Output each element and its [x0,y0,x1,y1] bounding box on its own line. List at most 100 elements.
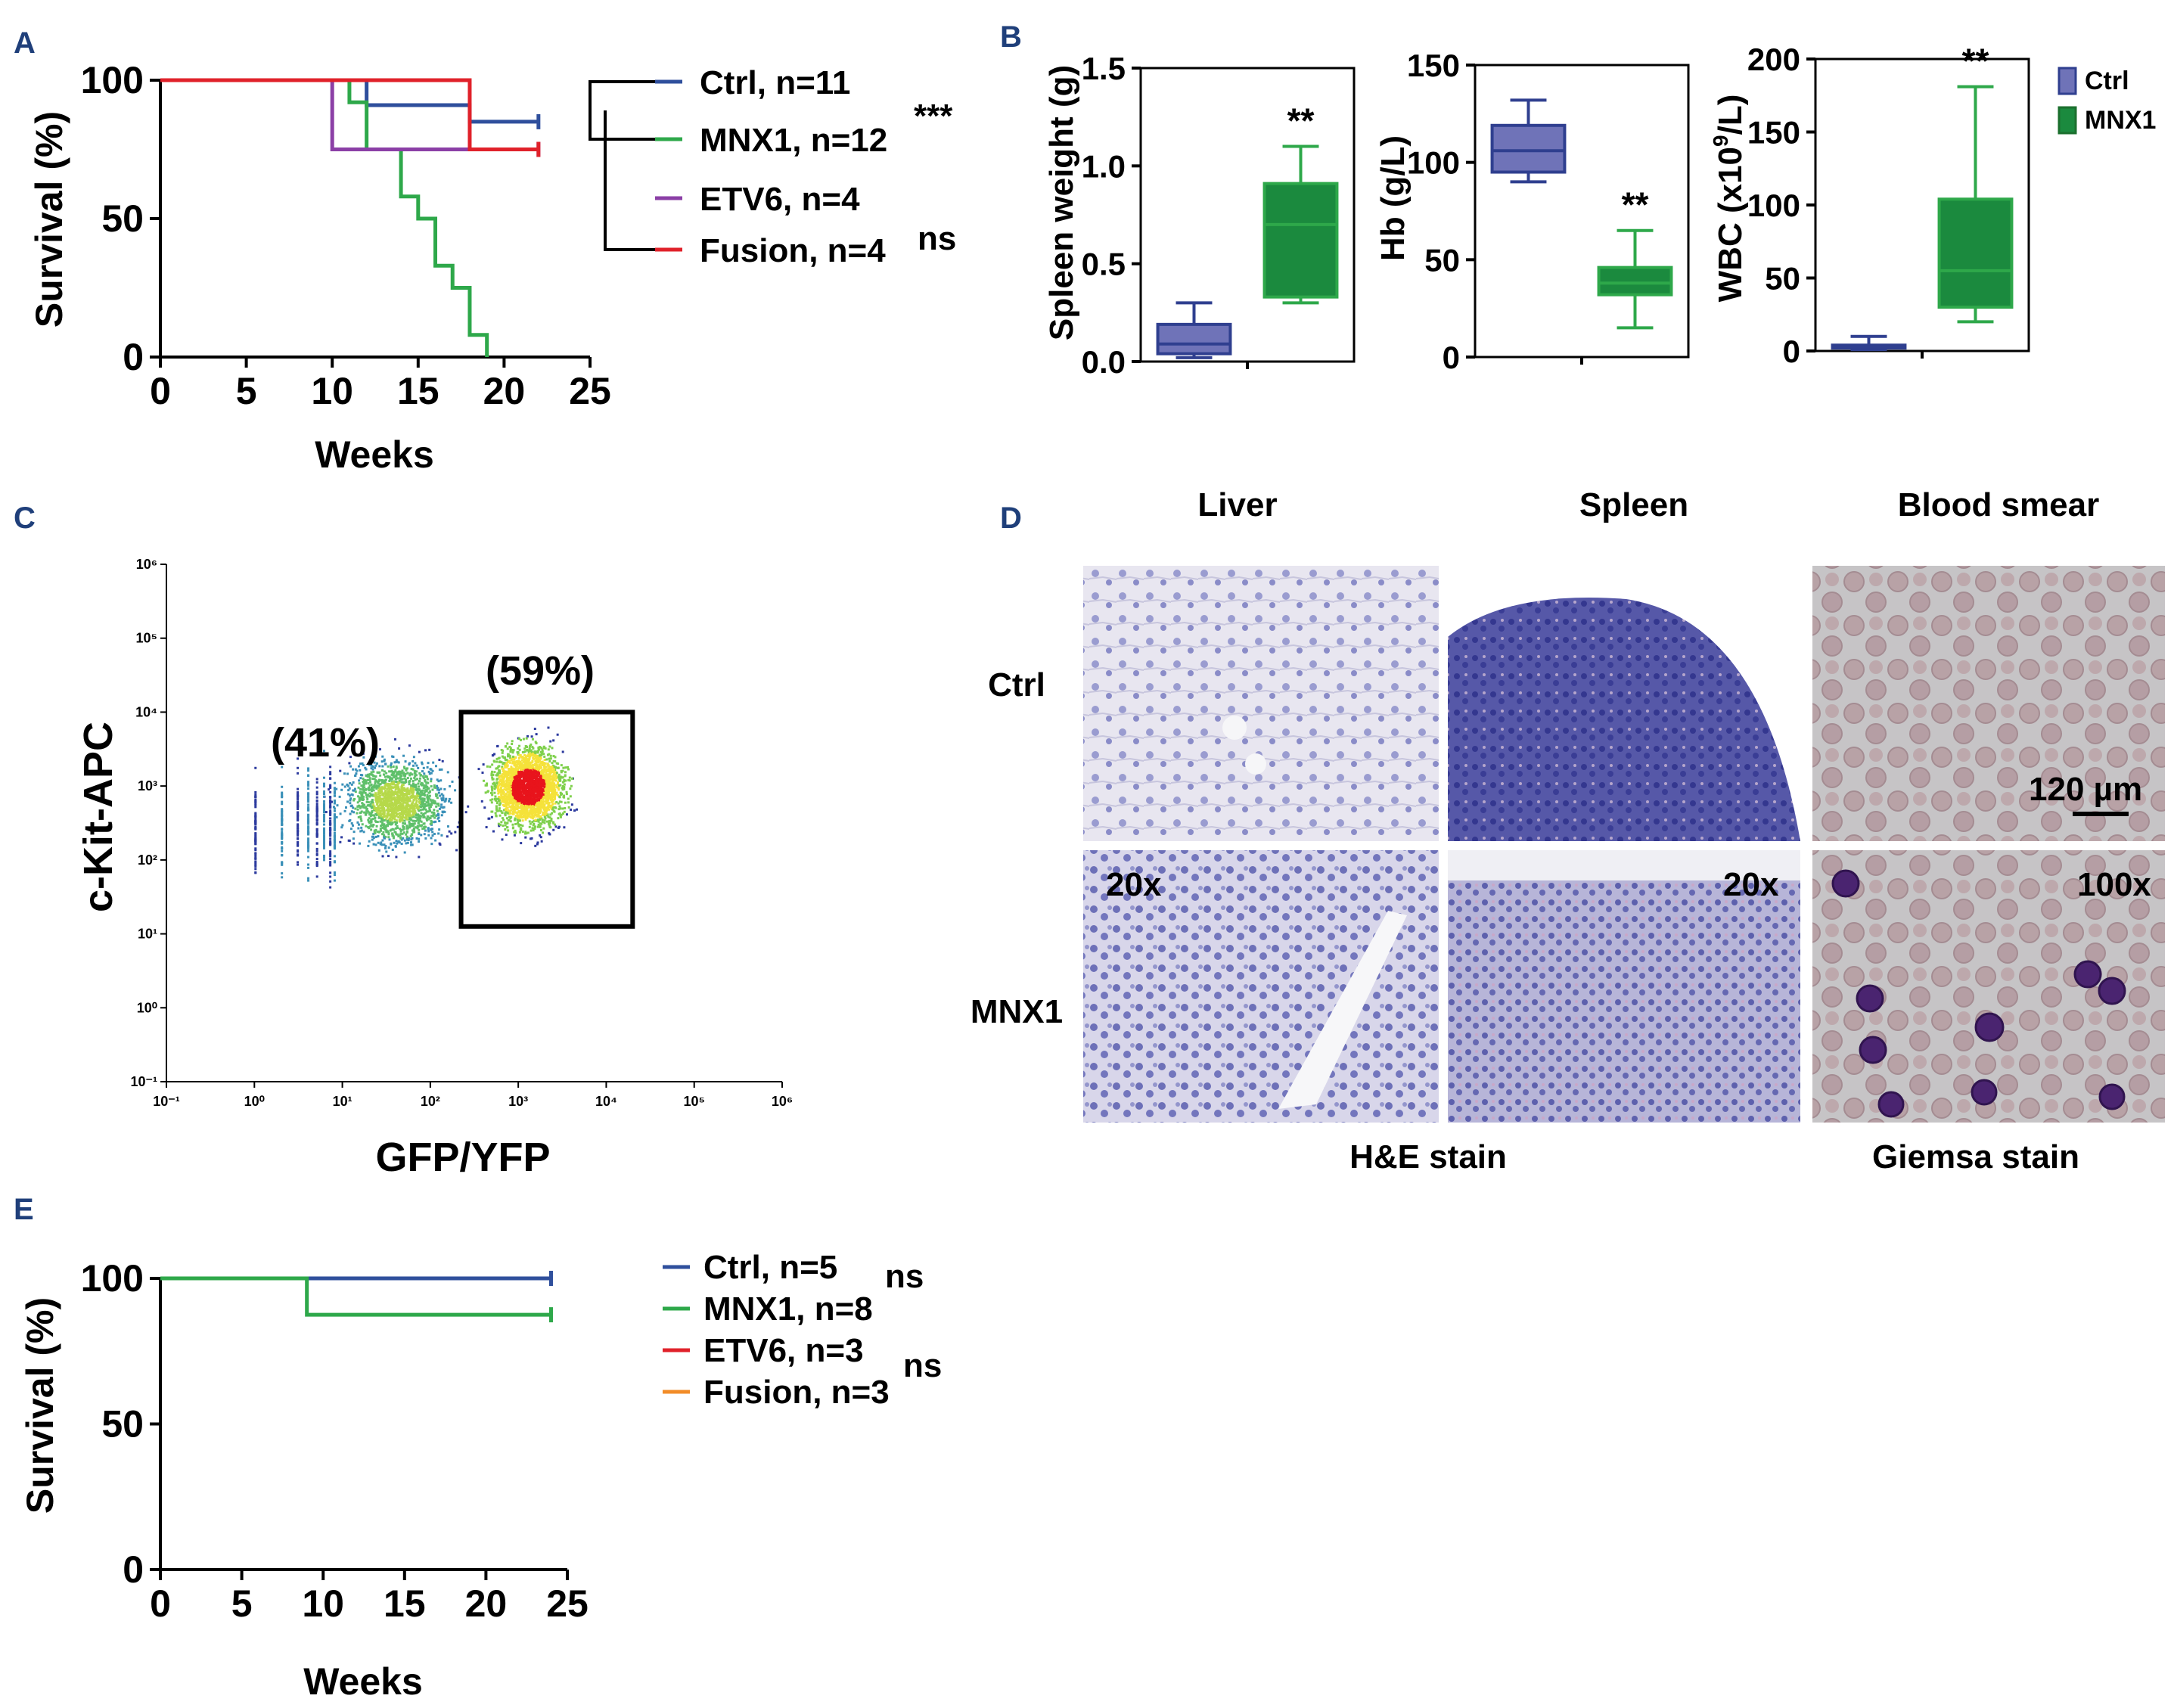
c-event [505,775,508,778]
c-event [504,812,507,815]
c-event [521,819,524,822]
c-event [550,800,553,803]
c-event [381,855,384,858]
c-event [436,784,439,787]
c-event [359,815,362,818]
c-event [522,738,525,741]
c-event [555,800,558,803]
c-event [558,805,561,808]
c-event [501,781,504,784]
c-event [518,831,521,834]
c-event [399,777,402,780]
c-event [322,806,325,809]
c-event [516,808,519,811]
c-event [368,811,371,814]
c-event [567,765,570,769]
c-event [486,765,489,768]
c-event [393,791,396,794]
c-event [307,849,310,852]
c-event [347,789,350,792]
c-event [315,858,318,861]
c-event [512,826,515,829]
c-event [538,810,541,813]
c-event [538,759,541,762]
c-event [395,775,398,778]
c-event [329,886,332,889]
c-event [509,820,512,823]
c-event [424,812,427,815]
c-event [421,762,424,765]
c-event [388,817,391,820]
c-event [557,826,560,829]
histology-d: Liver Spleen Blood smear Ctrl MNX1 120 µ… [971,486,2165,1175]
c-event [550,789,553,792]
c-event [281,831,284,834]
c-event [430,785,433,788]
c-event [493,783,496,786]
c-event [505,802,508,805]
c-event [508,796,511,799]
c-event [431,834,434,837]
c-event [518,790,521,793]
c-event [536,811,539,814]
c-event [254,868,257,871]
c-event [297,823,300,826]
c-event [412,794,415,797]
c-event [384,815,387,818]
b3-ylabel-sup: 9 [1709,135,1732,147]
c-event [409,818,412,821]
c-event [374,835,377,838]
c-event [322,828,325,831]
c-event [329,765,332,769]
c-event [389,797,392,800]
c-event [366,797,369,800]
c-event [561,776,564,779]
c-x-tick-label: 10⁴ [595,1094,617,1109]
c-event [357,827,360,830]
c-event [504,793,507,797]
d-stain-he: H&E stain [1349,1138,1507,1175]
c-event [491,789,494,792]
c-event [520,793,523,796]
c-event [502,749,505,752]
c-event [390,790,393,793]
c-event [542,778,545,781]
c-event [539,822,542,825]
c-event [365,768,368,771]
c-event [383,759,386,762]
c-event [352,811,356,814]
c-event [436,817,439,820]
c-event [297,766,300,769]
c-event [307,856,310,859]
c-event [419,791,422,794]
c-event [387,846,390,849]
c-event [392,817,395,820]
c-event [552,773,555,776]
c-event [390,781,393,784]
c-event [426,797,429,800]
c-event [333,847,336,850]
c-event [523,814,526,817]
c-event [435,805,438,808]
c-event [307,879,310,882]
b-legend-ctrl: Ctrl [2085,67,2129,95]
c-event [254,827,257,830]
c-event [532,766,535,769]
c-event [371,799,374,802]
c-event [333,824,336,827]
c-event [341,783,344,786]
c-event [543,791,546,794]
c-event [418,824,421,827]
c-event [520,842,523,845]
c-event [551,747,554,750]
c-event [370,771,373,774]
c-event [408,824,411,828]
c-event [504,765,507,769]
c-event [523,802,526,805]
c-event [504,786,507,789]
c-event [328,788,331,791]
c-event [329,875,332,878]
c-event [438,768,441,771]
c-event [416,818,419,821]
b1-ylabel: Spleen weight (g) [1043,65,1080,340]
